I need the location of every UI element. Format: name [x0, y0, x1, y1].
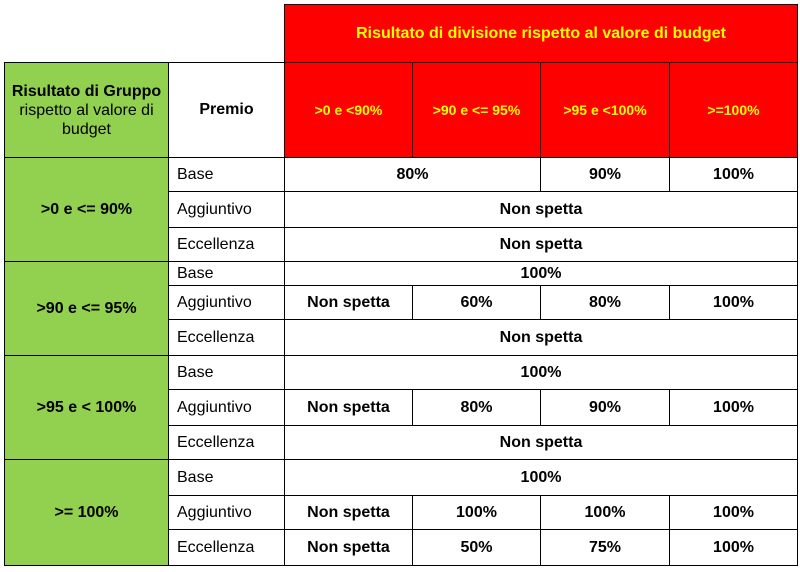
table-cell: 100% — [283, 355, 799, 390]
table-cell: 100% — [283, 261, 799, 286]
premio-label: Eccellenza — [168, 425, 285, 460]
budget-premium-table: Risultato di divisione rispetto al valor… — [4, 4, 799, 566]
table-cell: 80% — [540, 285, 670, 320]
table-cell: 100% — [283, 459, 799, 496]
premio-label: Aggiuntivo — [168, 495, 285, 530]
premio-label: Aggiuntivo — [168, 285, 285, 320]
table-cell: Non spetta — [284, 389, 413, 426]
table-cell: 90% — [540, 157, 670, 192]
table-cell: 100% — [668, 495, 799, 530]
table-cell: 100% — [668, 529, 799, 566]
group-label: >0 e <= 90% — [4, 157, 169, 262]
premio-label: Eccellenza — [168, 319, 285, 356]
table-cell: 50% — [412, 529, 541, 566]
table-cell: 60% — [412, 285, 541, 320]
range-header: >0 e <90% — [284, 62, 413, 158]
table-cell: 100% — [668, 285, 799, 320]
empty-corner — [4, 4, 285, 63]
table-cell: 100% — [668, 157, 799, 192]
table-cell: 80% — [284, 157, 541, 192]
range-header: >90 e <= 95% — [412, 62, 541, 158]
group-result-header-rest: rispetto al valore di budget — [19, 101, 154, 138]
table-cell: Non spetta — [283, 319, 799, 356]
premio-label: Eccellenza — [168, 529, 285, 566]
group-label: >90 e <= 95% — [4, 261, 169, 356]
group-result-header: Risultato di Gruppo rispetto al valore d… — [4, 62, 169, 158]
table-cell: Non spetta — [284, 529, 413, 566]
table-cell: 100% — [540, 495, 670, 530]
range-header: >=100% — [668, 62, 799, 158]
table-cell: 75% — [540, 529, 670, 566]
table-cell: 80% — [412, 389, 541, 426]
premio-label: Base — [168, 157, 285, 192]
table-cell: 90% — [540, 389, 670, 426]
table-cell: Non spetta — [284, 285, 413, 320]
table-cell: 100% — [412, 495, 541, 530]
premio-label: Aggiuntivo — [168, 389, 285, 426]
range-header: >95 e <100% — [540, 62, 670, 158]
premio-label: Eccellenza — [168, 227, 285, 262]
group-label: >95 e < 100% — [4, 355, 169, 460]
table-cell: Non spetta — [283, 425, 799, 460]
premio-header: Premio — [168, 62, 285, 158]
group-result-header-bold: Risultato di Gruppo — [11, 82, 162, 100]
table-cell: Non spetta — [283, 191, 799, 228]
group-label: >= 100% — [4, 459, 169, 566]
premio-label: Base — [168, 459, 285, 496]
division-result-header: Risultato di divisione rispetto al valor… — [283, 4, 799, 63]
table-cell: 100% — [668, 389, 799, 426]
table-cell: Non spetta — [284, 495, 413, 530]
premio-label: Aggiuntivo — [168, 191, 285, 228]
premio-label: Base — [168, 261, 285, 286]
premio-label: Base — [168, 355, 285, 390]
table-cell: Non spetta — [283, 227, 799, 262]
